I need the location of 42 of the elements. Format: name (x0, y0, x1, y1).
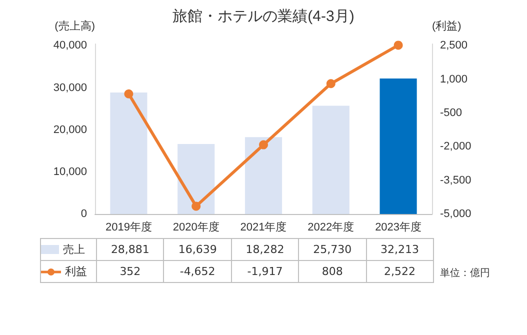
data-label: 32,213 (366, 238, 434, 260)
y2-tick-label: -500 (440, 107, 462, 120)
legend-label: 利益 (40, 260, 96, 282)
y2-tick-label: -3,500 (440, 174, 472, 186)
x-tick-label: 2019年度 (105, 220, 152, 234)
y2-tick-label: -5,000 (440, 208, 472, 220)
x-tick-label: 2020年度 (172, 220, 220, 234)
x-tick-label: 2022年度 (308, 220, 354, 234)
y2-tick-label: 2,500 (440, 40, 468, 52)
y2-tick-label: 1,000 (440, 73, 468, 86)
point (259, 140, 268, 150)
y-tick-label: 20,000 (53, 124, 87, 136)
bar (380, 78, 417, 214)
bar (244, 137, 282, 214)
data-label: 25,730 (298, 238, 366, 260)
y-tick-label: 0 (80, 208, 87, 220)
y-tick-label: 40,000 (53, 40, 87, 52)
legend-label: 売上 (40, 238, 96, 260)
data-label: 18,282 (231, 238, 299, 260)
bar (312, 106, 350, 214)
point (124, 89, 134, 98)
point (394, 40, 403, 50)
point (326, 79, 336, 88)
x-tick-label: 2023年度 (375, 220, 422, 234)
data-label: -4,652 (164, 260, 232, 282)
bar (178, 144, 215, 214)
y-tick-label: 30,000 (53, 82, 87, 94)
y2-axis-title: (利益) (432, 20, 462, 32)
data-label: 808 (298, 260, 366, 282)
data-label: 16,639 (164, 238, 232, 260)
data-label: -1,917 (231, 260, 299, 282)
data-label: 28,881 (96, 238, 164, 260)
data-label: 2,522 (366, 260, 434, 282)
x-tick-label: 2021年度 (240, 220, 287, 234)
data-label: 352 (96, 260, 164, 282)
y2-tick-label: -2,000 (440, 140, 472, 153)
y-axis-title: (売上高) (54, 20, 95, 32)
text: 単位：億円 (440, 266, 490, 280)
y-tick-label: 10,000 (53, 166, 87, 178)
bar (110, 92, 148, 214)
chart-title: 旅館・ホテルの業績(4-3月) (172, 8, 354, 25)
point (192, 202, 201, 211)
